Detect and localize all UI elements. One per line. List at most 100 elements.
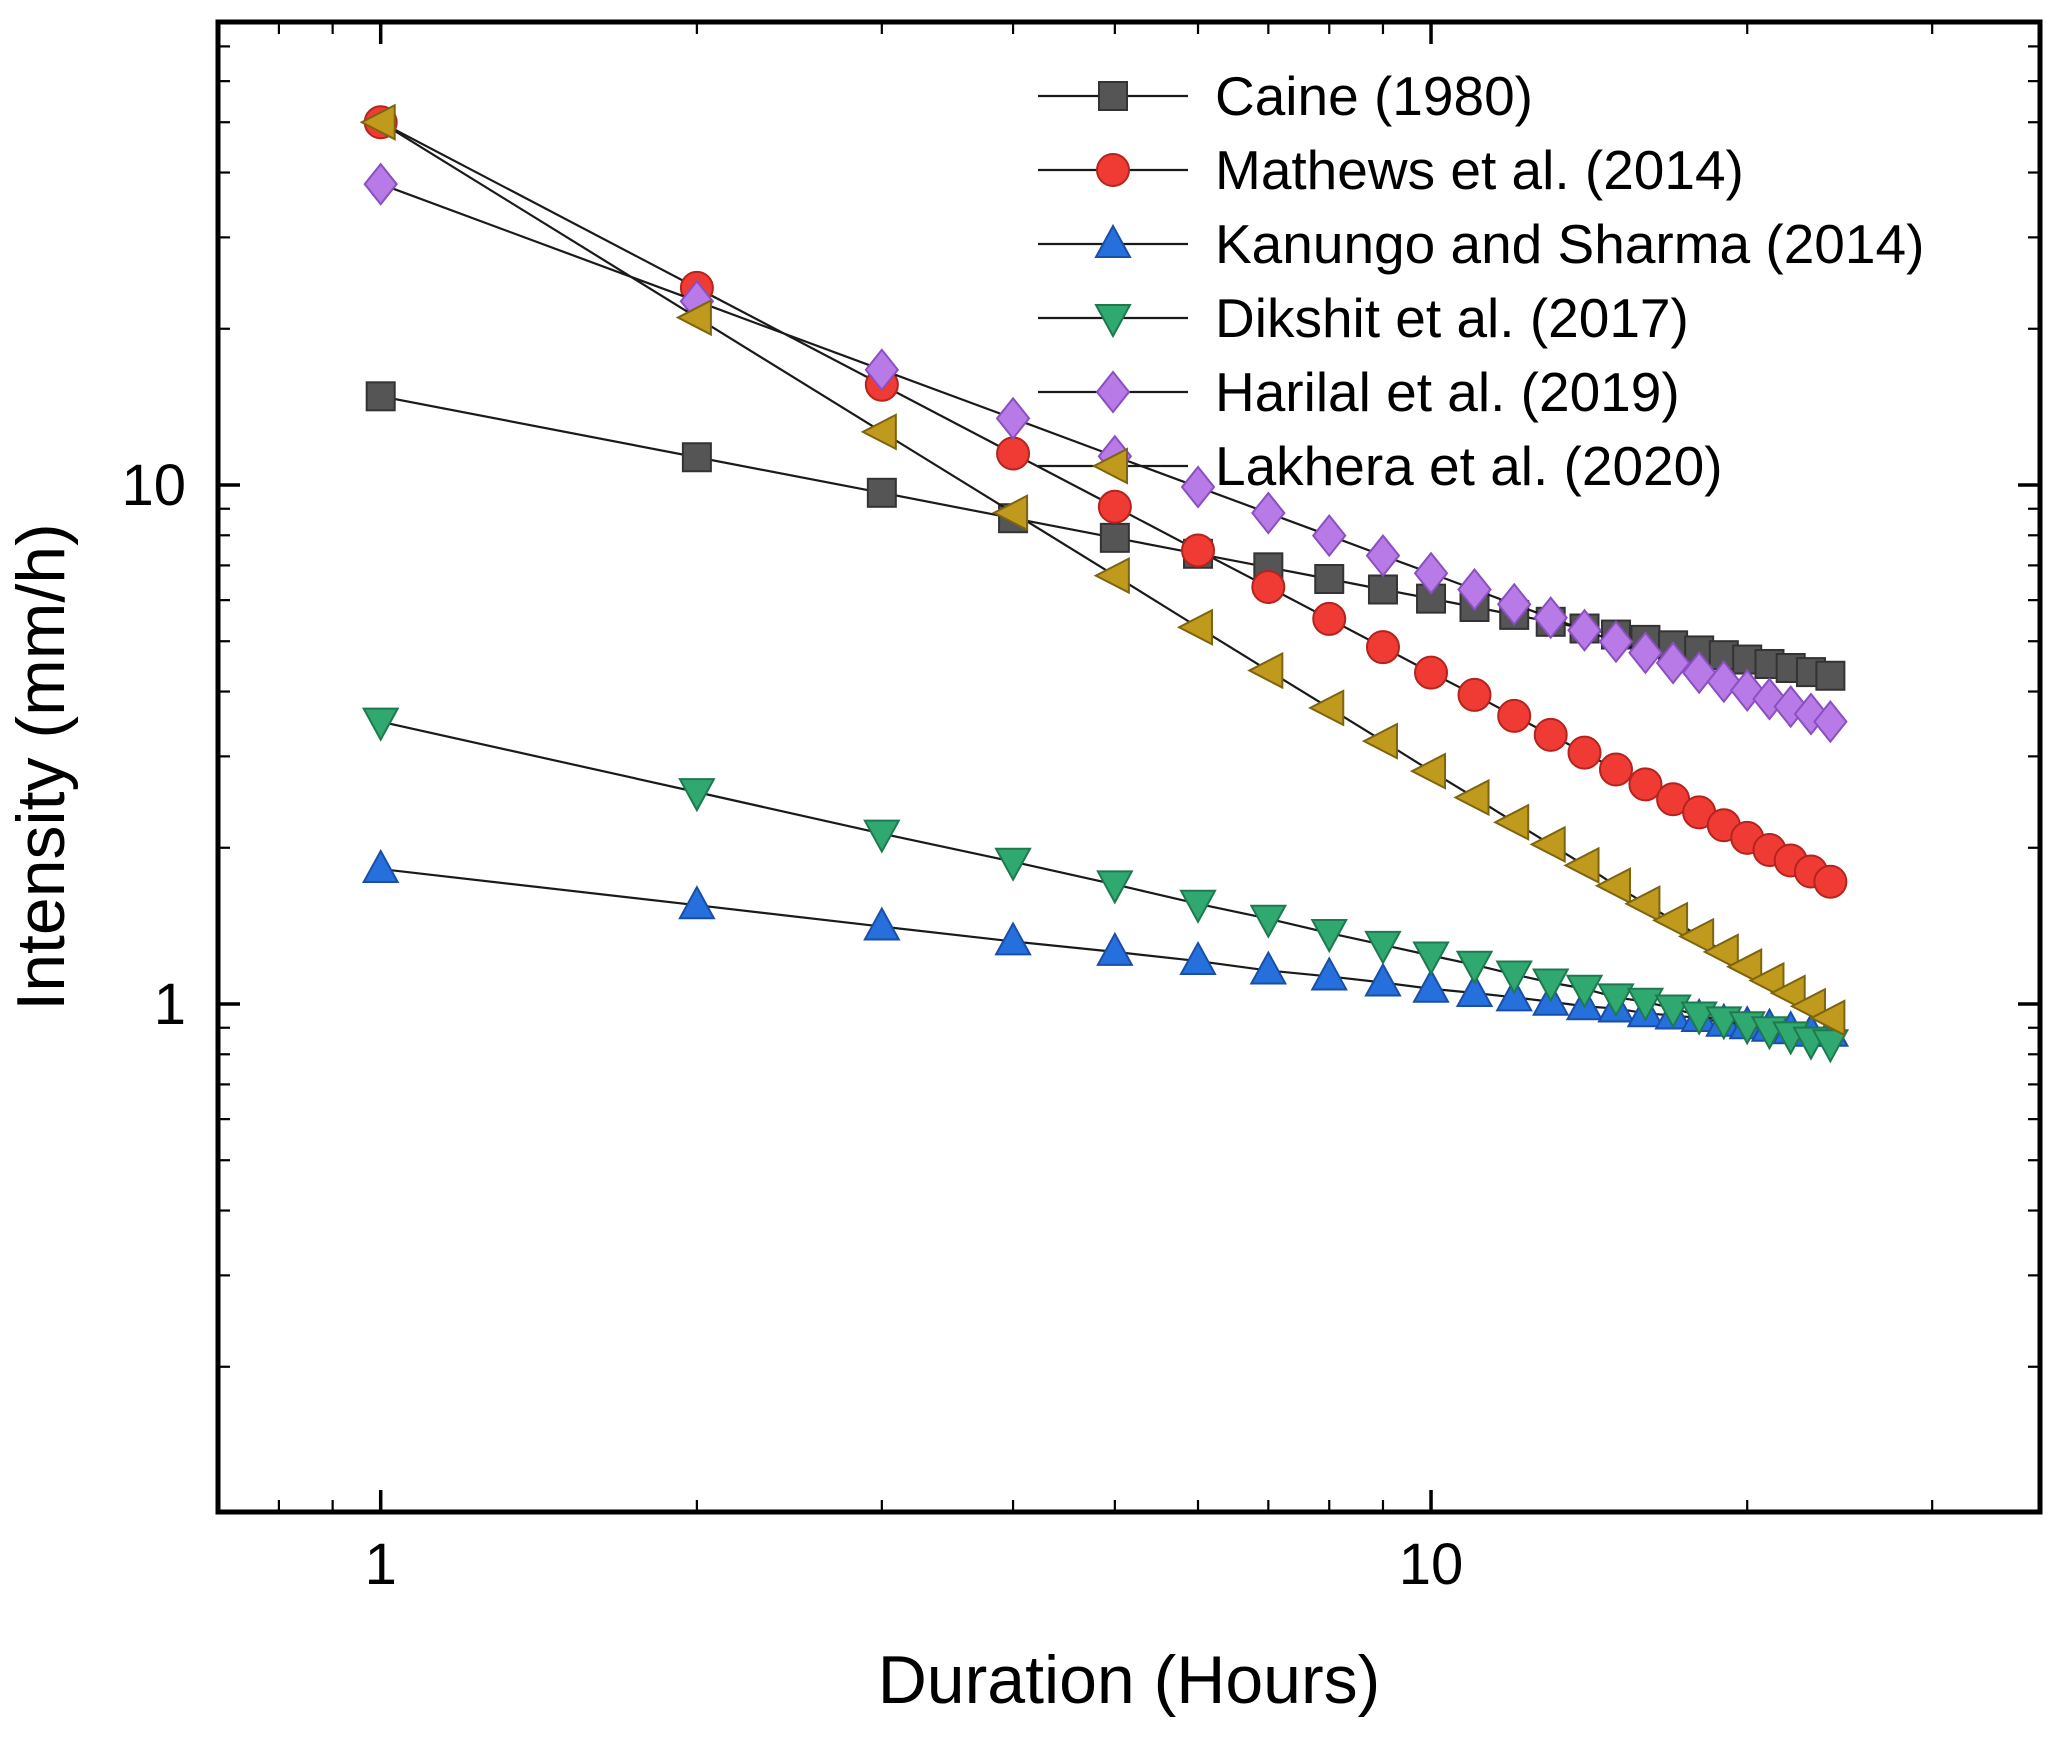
triangle-up-marker [1364, 962, 1402, 997]
triangle-left-marker [1247, 651, 1284, 690]
triangle-up-marker [1310, 956, 1348, 991]
x-tick-label: 10 [1399, 1532, 1464, 1597]
y-tick-label: 1 [154, 972, 186, 1037]
legend-item-dikshit-et-al-2017: Dikshit et al. (2017) [1038, 287, 1689, 349]
circle-marker [1533, 717, 1568, 752]
series-mathews-et-al-2014 [363, 105, 1848, 899]
legend-label: Lakhera et al. (2020) [1215, 435, 1723, 497]
diamond-marker [1457, 567, 1492, 612]
triangle-left-marker [1748, 961, 1785, 1000]
square-marker [1314, 563, 1345, 594]
triangle-left-marker [1809, 999, 1846, 1037]
triangle-left-marker [1651, 901, 1689, 939]
circle-marker [1181, 533, 1216, 568]
series-lakhera-et-al-2020 [359, 103, 1846, 1037]
circle-marker [1598, 752, 1633, 787]
data-series [359, 103, 1850, 1064]
triangle-down-marker [362, 707, 400, 742]
legend-item-caine-1980: Caine (1980) [1038, 65, 1533, 127]
diamond-marker [1598, 620, 1634, 664]
square-marker [1815, 660, 1846, 691]
triangle-up-marker [678, 885, 716, 920]
triangle-down-marker [1412, 941, 1450, 976]
square-marker [1099, 522, 1130, 553]
legend-item-harilal-et-al-2019: Harilal et al. (2019) [1038, 361, 1680, 423]
square-marker [681, 442, 712, 473]
circle-marker [996, 436, 1031, 471]
circle-marker [1457, 677, 1492, 712]
triangle-left-marker [991, 494, 1029, 532]
triangle-down-marker [1364, 930, 1402, 965]
circle-legend-marker [1096, 153, 1130, 187]
triangle-down-marker [863, 819, 901, 854]
triangle-left-marker [860, 413, 897, 451]
triangle-up-marker [994, 921, 1032, 956]
triangle-down-marker [1096, 870, 1134, 905]
triangle-left-marker [1529, 825, 1566, 864]
triangle-down-marker [1179, 889, 1217, 924]
triangle-left-marker [1176, 608, 1214, 646]
circle-marker [1414, 655, 1449, 690]
triangle-left-marker [1361, 722, 1398, 760]
triangle-left-marker [675, 298, 712, 337]
triangle-left-marker [1493, 803, 1530, 841]
triangle-down-marker [1565, 974, 1604, 1009]
legend: Caine (1980) Mathews et al. (2014) Kanungo… [1038, 65, 1924, 497]
triangle-left-marker [359, 103, 396, 141]
diamond-marker [1365, 534, 1401, 578]
triangle-up-marker [1412, 968, 1450, 1003]
circle-marker [1365, 630, 1400, 665]
diamond-marker [864, 348, 900, 392]
triangle-up-marker [1096, 931, 1134, 966]
circle-marker [1251, 570, 1286, 605]
triangle-left-marker [1093, 556, 1130, 595]
triangle-left-marker [1769, 974, 1806, 1012]
triangle-down-marker [1249, 904, 1288, 939]
circle-marker [1628, 767, 1663, 802]
legend-item-lakhera-et-al-2020: Lakhera et al. (2020) [1038, 435, 1723, 497]
triangle-up-marker [1249, 950, 1288, 985]
legend-item-mathews-et-al-2014: Mathews et al. (2014) [1038, 139, 1744, 201]
diamond-marker [1533, 596, 1568, 640]
triangle-left-marker [1409, 752, 1447, 790]
diamond-marker [1180, 465, 1216, 509]
diamond-legend-marker [1095, 370, 1131, 414]
triangle-down-marker [1455, 950, 1494, 985]
circle-marker [1497, 698, 1532, 733]
legend-label: Mathews et al. (2014) [1215, 139, 1744, 201]
y-tick-label: 10 [121, 453, 186, 518]
square-marker [866, 477, 897, 508]
series-dikshit-et-al-2017 [362, 707, 1850, 1064]
triangle-down-marker [1811, 1029, 1850, 1064]
x-axis-title: Duration (Hours) [878, 1642, 1381, 1718]
square-marker [1367, 574, 1398, 605]
triangle-up-marker [863, 906, 901, 941]
square-marker [365, 381, 396, 412]
square-legend-marker [1098, 81, 1128, 111]
triangle-up-marker [362, 848, 400, 884]
legend-label: Harilal et al. (2019) [1215, 361, 1680, 423]
triangle-left-marker [1726, 948, 1763, 986]
diamond-marker [1311, 513, 1347, 558]
diamond-marker [363, 162, 398, 206]
diamond-marker [1496, 582, 1532, 626]
circle-marker [1312, 601, 1347, 636]
triangle-left-marker [1308, 689, 1345, 727]
axis-labels: 1 10 1 10 Duration (Hours) Intensity (mm/h) [3, 453, 1463, 1718]
diamond-marker [1681, 651, 1717, 695]
triangle-down-marker [1310, 919, 1348, 954]
legend-label: Dikshit et al. (2017) [1215, 287, 1689, 349]
legend-label: Caine (1980) [1215, 65, 1533, 127]
triangle-up-marker [1179, 940, 1217, 976]
triangle-down-marker [678, 778, 716, 813]
triangle-up-marker [1495, 977, 1533, 1012]
legend-item-kanungo-and-sharma-2014: Kanungo and Sharma (2014) [1038, 213, 1924, 275]
triangle-up-marker [1455, 972, 1494, 1007]
triangle-down-marker [1532, 968, 1570, 1003]
triangle-left-marker [1594, 867, 1631, 905]
series-harilal-et-al-2019 [363, 162, 1848, 744]
triangle-left-marker [1563, 846, 1600, 884]
triangle-down-marker [1495, 960, 1533, 995]
